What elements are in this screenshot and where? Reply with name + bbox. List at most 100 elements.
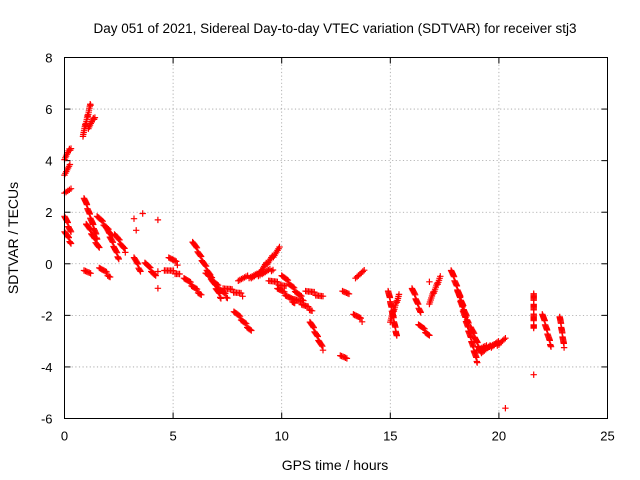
data-point xyxy=(311,288,318,296)
data-point xyxy=(64,218,71,225)
data-point xyxy=(176,270,183,278)
data-point xyxy=(236,313,244,320)
data-point xyxy=(530,324,537,332)
data-point xyxy=(361,267,368,274)
data-point xyxy=(105,228,112,236)
data-point xyxy=(393,332,400,339)
data-point xyxy=(65,234,72,241)
data-point xyxy=(502,405,509,412)
data-point xyxy=(420,324,427,332)
data-point xyxy=(319,347,327,354)
data-point xyxy=(121,245,128,252)
data-point xyxy=(474,359,481,366)
data-point xyxy=(298,292,305,300)
y-tick-label: -6 xyxy=(41,412,53,427)
data-point xyxy=(171,257,179,264)
data-point xyxy=(87,270,94,277)
data-point xyxy=(91,235,99,242)
data-point xyxy=(530,371,537,378)
data-point xyxy=(417,309,424,316)
data-point xyxy=(560,344,568,351)
data-point xyxy=(98,217,105,224)
data-point xyxy=(247,326,254,333)
data-point xyxy=(96,244,103,251)
chart-title: Day 051 of 2021, Sidereal Day-to-day VTE… xyxy=(94,21,577,36)
data-point xyxy=(345,290,353,298)
x-tick-label: 0 xyxy=(61,429,68,444)
data-point xyxy=(197,253,205,260)
data-point xyxy=(91,114,99,121)
data-point xyxy=(202,263,210,270)
data-point xyxy=(66,161,74,168)
data-point xyxy=(310,324,317,331)
y-axis-label: SDTVAR / TECUs xyxy=(5,182,21,294)
y-tick-label: 2 xyxy=(45,205,52,220)
data-point xyxy=(547,343,555,350)
data-point xyxy=(305,303,312,310)
data-point xyxy=(502,335,509,342)
data-point xyxy=(122,249,129,256)
grid xyxy=(64,57,608,419)
data-point xyxy=(134,260,142,268)
y-tick-label: 4 xyxy=(45,154,52,169)
data-point xyxy=(152,272,159,279)
data-point xyxy=(343,355,351,362)
data-point xyxy=(130,215,138,222)
data-point xyxy=(235,312,243,319)
data-point xyxy=(308,307,316,314)
data-point xyxy=(290,284,298,291)
data-point xyxy=(319,293,327,300)
data-point xyxy=(284,277,292,284)
data-point xyxy=(289,283,297,291)
data-point xyxy=(426,332,433,339)
y-tick-label: -4 xyxy=(41,360,53,375)
data-point xyxy=(274,278,281,285)
data-point xyxy=(187,278,194,286)
data-point xyxy=(217,294,224,301)
data-point xyxy=(207,273,215,280)
data-point xyxy=(87,102,94,109)
data-point xyxy=(421,325,428,332)
data-point xyxy=(395,291,403,298)
data-point xyxy=(281,288,288,296)
data-point xyxy=(202,262,209,269)
data-point xyxy=(67,228,75,235)
data-point xyxy=(103,268,110,276)
data-point xyxy=(224,294,231,302)
data-point xyxy=(213,281,221,288)
data-point xyxy=(151,271,158,278)
data-point xyxy=(99,218,106,225)
y-tick-labels: -6 -4 -2 0 2 4 6 8 xyxy=(41,51,53,427)
data-point xyxy=(193,285,201,293)
data-point xyxy=(154,268,162,275)
data-point xyxy=(133,227,140,234)
x-tick-label: 20 xyxy=(492,429,506,444)
x-tick-label: 15 xyxy=(383,429,397,444)
data-point xyxy=(208,274,216,281)
data-point xyxy=(268,267,275,275)
data-point xyxy=(193,243,200,250)
data-point xyxy=(173,258,180,265)
data-point xyxy=(154,285,162,292)
data-point xyxy=(319,343,326,350)
data-point xyxy=(243,320,250,327)
x-tick-label: 25 xyxy=(600,429,614,444)
data-point xyxy=(115,255,122,263)
data-point xyxy=(425,331,432,338)
data-point xyxy=(297,298,304,305)
data-point xyxy=(146,263,153,270)
data-point xyxy=(197,252,204,259)
data-point xyxy=(198,291,205,298)
y-tick-label: 6 xyxy=(45,102,52,117)
data-point xyxy=(313,332,321,339)
data-point xyxy=(297,292,304,299)
data-point xyxy=(174,261,181,269)
data-point xyxy=(95,243,102,250)
data-point xyxy=(137,268,144,275)
data-point xyxy=(67,240,75,247)
data-point xyxy=(239,293,246,300)
data-point xyxy=(115,254,122,262)
data-point xyxy=(67,145,75,152)
